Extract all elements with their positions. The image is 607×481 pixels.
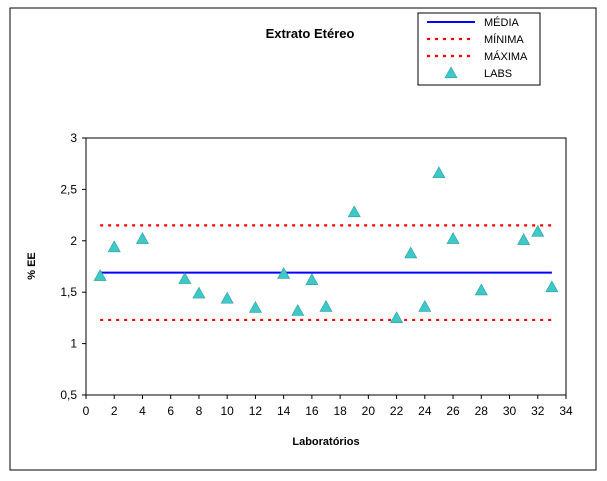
x-tick-label: 4: [139, 404, 146, 418]
x-tick-label: 32: [531, 404, 545, 418]
labs-point: [474, 283, 488, 296]
x-axis-label: Laboratórios: [292, 436, 359, 448]
labs-point: [277, 267, 291, 279]
legend: MÉDIA MÍNIMA MÁXIMA LABS: [417, 12, 541, 86]
labs-point: [446, 232, 460, 244]
y-tick-label: 1,5: [60, 285, 77, 299]
x-tick-label: 20: [362, 404, 376, 418]
labs-point: [192, 286, 206, 299]
x-tick-label: 34: [559, 404, 573, 418]
labs-point: [178, 272, 192, 284]
y-axis: 0,5 1 1,5 2 2,5 3: [60, 131, 86, 402]
y-tick-label: 0,5: [60, 388, 77, 402]
legend-label: MÉDIA: [484, 16, 520, 29]
labs-point: [404, 246, 418, 259]
x-tick-label: 28: [475, 404, 489, 418]
plot-area: [85, 137, 567, 396]
x-tick-label: 26: [446, 404, 460, 418]
x-tick-label: 2: [111, 404, 118, 418]
labs-point: [305, 273, 319, 285]
legend-swatch: [444, 66, 458, 79]
labs-point: [93, 269, 107, 281]
x-tick-label: 18: [333, 404, 347, 418]
x-tick-label: 8: [196, 404, 203, 418]
legend-box: [417, 12, 541, 86]
x-tick-label: 22: [390, 404, 404, 418]
y-tick-label: 1: [70, 337, 77, 351]
labs-point: [531, 224, 545, 237]
x-tick-label: 14: [277, 404, 291, 418]
x-tick-label: 6: [167, 404, 174, 418]
x-tick-label: 16: [305, 404, 319, 418]
x-axis: 0 2 4 6 8 10 12 14 16 18 20 22 24 26 28 30 32 34: [83, 395, 573, 418]
labs-point: [107, 240, 121, 253]
labs-point: [135, 232, 149, 244]
labs-point: [390, 311, 404, 324]
y-tick-label: 3: [70, 131, 77, 145]
legend-label: MÍNIMA: [484, 33, 524, 46]
labs-point: [347, 205, 361, 218]
labs-point: [291, 304, 305, 316]
labs-point: [545, 280, 559, 293]
x-tick-label: 24: [418, 404, 432, 418]
chart-title: Extrato Etéreo: [266, 26, 355, 41]
labs-point: [432, 166, 446, 179]
labs-point: [319, 299, 333, 312]
y-axis-label: % EE: [26, 252, 38, 280]
x-tick-label: 0: [83, 404, 90, 418]
y-tick-label: 2: [70, 234, 77, 248]
x-tick-label: 10: [220, 404, 234, 418]
labs-point: [220, 291, 234, 304]
y-tick-label: 2,5: [60, 182, 77, 196]
x-tick-label: 30: [503, 404, 517, 418]
legend-label: MÁXIMA: [484, 50, 528, 63]
labs-point: [418, 299, 432, 312]
labs-point: [248, 301, 262, 313]
labs-point: [517, 233, 531, 245]
x-tick-label: 12: [249, 404, 263, 418]
legend-label: LABS: [484, 68, 512, 80]
series-layer: [93, 166, 559, 324]
